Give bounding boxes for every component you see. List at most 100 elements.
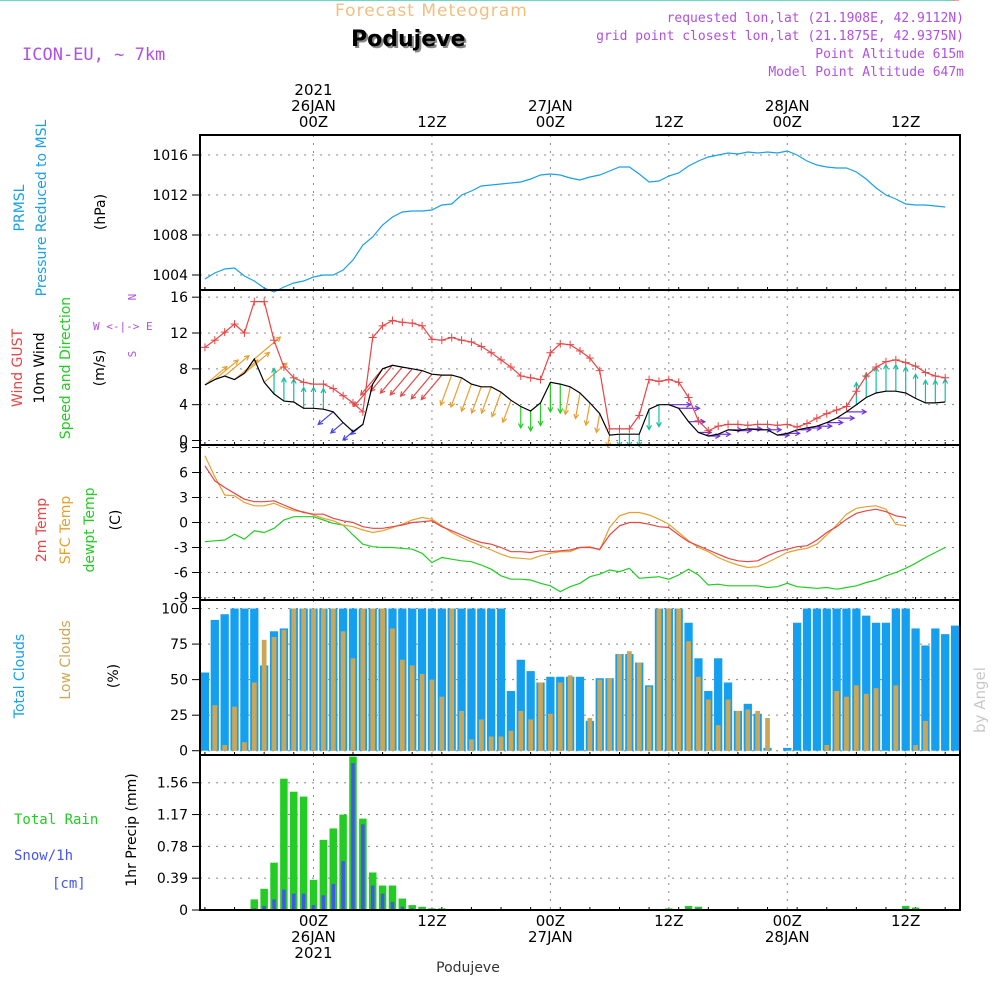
total-cloud-bar [783,747,792,751]
wind-arrow-shaft [360,368,384,396]
wind-arrow-head [616,441,623,448]
temperature-ytick-label: 0 [179,516,188,532]
wind-arrow-shaft [253,336,281,360]
precip-ylabel: 1hr Precip (mm) [124,773,140,886]
gust-marker [339,391,348,400]
wind-direction-arrow [537,402,544,427]
gust-marker [348,398,357,407]
wind-arrow-head [320,387,327,394]
wind-arrow-head [594,427,601,434]
snow-bar [311,905,316,910]
low-cloud-bar [281,629,287,751]
wind-arrow-head [922,379,929,385]
wind-direction-arrow [280,376,287,402]
top-time-label: 00Z [536,113,565,131]
wind-arrow-head [359,389,366,396]
gust-marker [398,318,407,327]
gust-marker [842,402,851,411]
wind-arrow-shaft [317,411,334,425]
wind-direction-arrow [399,370,423,398]
wind-direction-arrow [214,359,240,381]
total-cloud-bar [891,608,900,751]
gust-marker [822,409,831,418]
wind-arrow-head [221,365,228,372]
sfc-temp-line [204,455,906,569]
total-cloud-bar [822,608,831,751]
gust-marker [319,380,328,389]
gust-marker [921,368,930,377]
total-cloud-bar [526,671,535,751]
wind-direction-arrow [668,401,693,408]
precip-ytick-label: 1.56 [157,776,188,792]
low-cloud-bar [873,688,879,751]
wind-label-dir: Speed and Direction [58,297,74,439]
total-cloud-bar [881,622,891,751]
wind-arrow-shaft [595,413,601,433]
rain-bar [911,907,920,910]
gust-marker [309,380,318,389]
gust-marker [852,387,861,396]
wind-arrow-shaft [574,392,581,419]
low-cloud-bar [676,608,682,751]
wind-arrow-head [517,423,524,430]
wind-arrow-shaft [370,364,393,392]
gust-marker [299,378,308,387]
low-cloud-bar [557,682,563,751]
temp-2m-line [204,465,906,563]
gridpoint-coords: grid point closest lon,lat (21.1875E, 42… [596,29,964,44]
wind-arrow-head [449,401,456,409]
wind-arrow-shaft [389,368,413,396]
wind-arrow-head [480,408,486,415]
wind-arrow-shaft [460,383,472,412]
rain-bar [280,778,288,910]
low-cloud-bar [380,608,385,751]
wind-direction-arrow [517,406,524,430]
bottom-time-label: 26JAN [291,928,336,946]
snow-bar [380,893,385,910]
wind-direction-arrow [767,426,783,433]
wind-direction-arrow [379,366,403,395]
bottom-time-label: 2021 [294,944,332,962]
clouds-ytick-label: 0 [179,744,188,760]
precip-label-group: Total Rain Snow/1h [cm] 1hr Precip (mm) [14,773,140,892]
total-cloud-bar [812,608,822,751]
bottom-time-label: 00Z [773,912,802,930]
gust-marker [477,342,486,351]
low-cloud-bar [765,718,770,751]
cloud-ylabel-group: Total Clouds Low Clouds (%) [12,620,122,719]
gust-marker [566,340,575,349]
gust-marker [763,420,772,429]
wind-direction-arrow [300,386,307,409]
pressure-line [204,150,946,293]
compass-n: N [126,294,139,301]
low-cloud-bar [222,745,228,751]
wind-direction-arrow [883,363,889,392]
wind-arrow-head [694,405,701,412]
gust-marker [931,372,940,381]
wind-arrow-shaft [450,377,463,408]
snow-bar [291,893,296,910]
watermark: by Angel [971,667,989,733]
wind-direction-arrow [271,367,277,394]
wind-arrow-head [646,424,653,431]
gust-marker [694,416,703,425]
rain-bar [408,905,416,910]
wind-direction-arrow [816,423,833,430]
wind-arrow-head [757,425,763,432]
low-cloud-bar [597,679,603,751]
precip-legend-snow: Snow/1h [14,848,73,864]
wind-arrow-head [439,400,445,407]
low-cloud-bar [429,679,435,751]
low-cloud-bar [913,745,918,751]
wind-label-gust: Wind GUST [10,328,26,407]
low-cloud-bar [212,705,218,751]
total-cloud-bar [516,659,525,751]
total-cloud-bar [477,608,486,751]
wind-direction-arrow [490,391,502,418]
total-cloud-bar [832,608,841,751]
cloud-label-low: Low Clouds [58,620,74,699]
snow-bar [331,883,336,910]
low-cloud-bar [498,736,504,751]
wind-arrow-head [912,373,919,379]
